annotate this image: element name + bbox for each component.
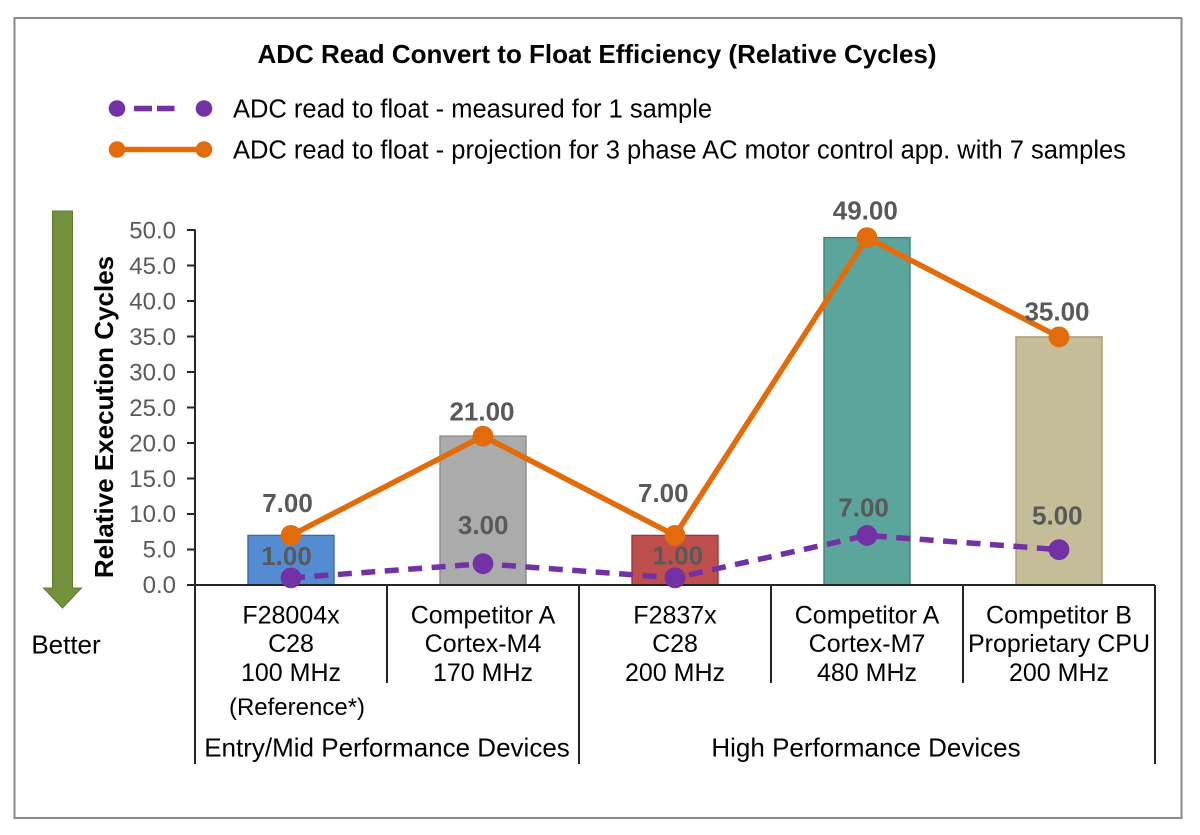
svg-text:C28: C28 [268,630,314,658]
svg-text:45.0: 45.0 [129,253,176,280]
svg-text:25.0: 25.0 [129,395,176,422]
svg-text:Cortex-M7: Cortex-M7 [809,630,926,658]
svg-text:30.0: 30.0 [129,359,176,386]
svg-text:1.00: 1.00 [652,541,703,571]
svg-text:Competitor A: Competitor A [795,602,940,630]
svg-text:ADC read to float - measured f: ADC read to float - measured for 1 sampl… [233,96,712,124]
svg-text:Entry/Mid Performance Devices: Entry/Mid Performance Devices [204,733,570,763]
svg-text:Relative Execution Cycles: Relative Execution Cycles [89,256,119,578]
svg-text:7.00: 7.00 [262,488,313,518]
svg-text:35.00: 35.00 [1024,297,1089,327]
svg-text:3.00: 3.00 [458,510,509,540]
svg-text:F28004x: F28004x [242,602,340,630]
svg-text:7.00: 7.00 [638,478,689,508]
svg-text:C28: C28 [652,630,698,658]
svg-text:F2837x: F2837x [633,602,717,630]
svg-text:Competitor A: Competitor A [411,602,556,630]
svg-text:0.0: 0.0 [143,572,176,599]
svg-text:High Performance Devices: High Performance Devices [711,733,1020,763]
svg-text:200 MHz: 200 MHz [1009,659,1109,687]
svg-text:170 MHz: 170 MHz [433,659,533,687]
svg-text:ADC read to float - projection: ADC read to float - projection for 3 pha… [233,137,1126,165]
svg-text:Better: Better [31,630,101,660]
svg-text:15.0: 15.0 [129,466,176,493]
svg-text:10.0: 10.0 [129,501,176,528]
svg-text:40.0: 40.0 [129,289,176,316]
svg-text:(Reference*): (Reference*) [229,694,365,721]
svg-text:5.0: 5.0 [143,537,176,564]
svg-text:20.0: 20.0 [129,430,176,457]
svg-text:1.00: 1.00 [261,541,312,571]
svg-text:ADC Read Convert to Float Effi: ADC Read Convert to Float Efficiency (Re… [257,39,936,69]
svg-text:200 MHz: 200 MHz [625,659,725,687]
svg-text:480 MHz: 480 MHz [817,659,917,687]
svg-text:Cortex-M4: Cortex-M4 [425,630,542,658]
svg-text:21.00: 21.00 [449,397,514,427]
svg-text:100 MHz: 100 MHz [241,659,341,687]
svg-text:35.0: 35.0 [129,324,176,351]
svg-text:7.00: 7.00 [838,493,889,523]
svg-text:50.0: 50.0 [129,218,176,245]
svg-text:Competitor B: Competitor B [986,602,1132,630]
svg-text:Proprietary CPU: Proprietary CPU [968,630,1150,658]
svg-text:49.00: 49.00 [833,195,898,225]
svg-text:5.00: 5.00 [1032,501,1083,531]
